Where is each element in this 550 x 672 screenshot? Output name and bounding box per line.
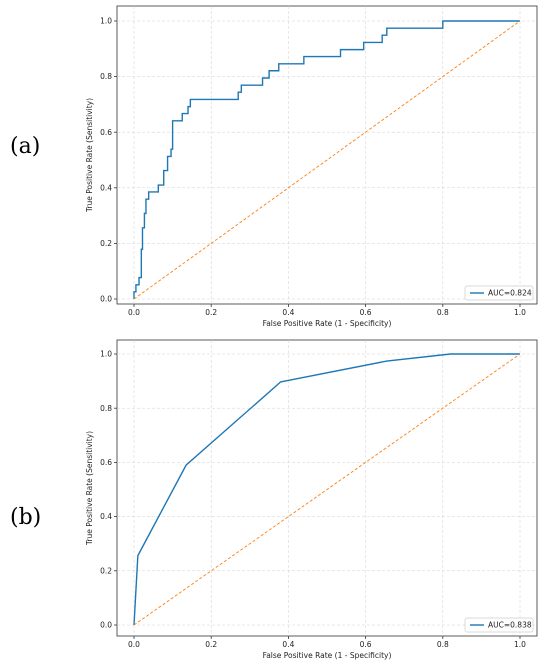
roc-curve-line	[133, 20, 520, 299]
y-tick-label: 0.8	[100, 72, 112, 81]
x-axis-label: False Positive Rate (1 - Specificity)	[263, 651, 392, 660]
y-tick-label: 0.4	[100, 183, 112, 192]
y-tick-label: 0.6	[100, 128, 112, 137]
x-tick-label: 0.4	[282, 308, 294, 317]
y-tick-label: 0.0	[100, 621, 112, 630]
y-tick-label: 0.0	[100, 295, 112, 304]
y-axis-label: True Positive Rate (Sensitivity)	[85, 431, 94, 546]
x-tick-label: 1.0	[514, 308, 526, 317]
x-tick-label: 0.6	[360, 640, 372, 649]
legend-box	[464, 285, 534, 301]
y-tick-label: 1.0	[100, 350, 112, 359]
roc-curve-line	[133, 353, 520, 626]
plot-frame	[116, 5, 538, 305]
x-tick-label: 0.4	[282, 640, 294, 649]
legend-entry: AUC=0.824	[488, 289, 532, 298]
chart-0: 0.0 0.2 0.4 0.6 0.8 1.0 0.0 0.2 0.4 0.6 0.8 1.0 Fals…	[85, 5, 538, 328]
x-tick-label: 0.2	[205, 640, 217, 649]
x-tick-label: 0.8	[437, 640, 449, 649]
x-tick-label: 0.0	[128, 640, 140, 649]
x-tick-label: 1.0	[514, 640, 526, 649]
panel-label-a: (a)	[10, 134, 41, 159]
x-tick-label: 0.2	[205, 308, 217, 317]
chart-1: 0.0 0.2 0.4 0.6 0.8 1.0 0.0 0.2 0.4 0.6 0.8 1.0 Fals…	[85, 339, 538, 660]
chance-diagonal-line	[133, 353, 521, 626]
legend: AUC=0.824	[464, 285, 534, 301]
legend-box	[464, 617, 534, 633]
legend-entry: AUC=0.838	[488, 621, 532, 630]
chance-diagonal-line	[133, 20, 521, 300]
y-axis-label: True Positive Rate (Sensitivity)	[85, 98, 94, 213]
y-tick-label: 0.4	[100, 512, 112, 521]
x-tick-label: 0.6	[360, 308, 372, 317]
y-tick-label: 0.8	[100, 404, 112, 413]
panel-label-b: (b)	[10, 505, 42, 530]
y-tick-label: 0.6	[100, 458, 112, 467]
plot-frame	[116, 339, 538, 637]
x-tick-label: 0.0	[128, 308, 140, 317]
y-tick-label: 0.2	[100, 566, 112, 575]
x-tick-label: 0.8	[437, 308, 449, 317]
x-axis-label: False Positive Rate (1 - Specificity)	[263, 319, 392, 328]
y-tick-label: 0.2	[100, 239, 112, 248]
legend: AUC=0.838	[464, 617, 534, 633]
y-tick-label: 1.0	[100, 17, 112, 26]
